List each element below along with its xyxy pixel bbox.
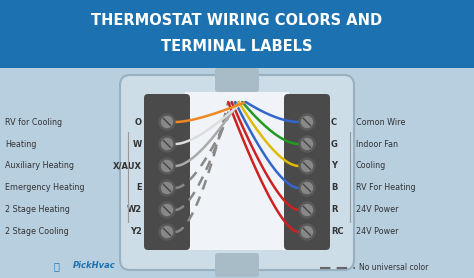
Text: Comon Wire: Comon Wire	[356, 118, 405, 126]
Text: Y: Y	[331, 162, 337, 170]
Circle shape	[301, 116, 312, 128]
Text: Y2: Y2	[130, 227, 142, 237]
Circle shape	[159, 180, 175, 196]
Text: Indoor Fan: Indoor Fan	[356, 140, 398, 148]
Text: THERMOSTAT WIRING COLORS AND: THERMOSTAT WIRING COLORS AND	[91, 13, 383, 28]
FancyBboxPatch shape	[144, 94, 190, 250]
Text: TERMINAL LABELS: TERMINAL LABELS	[161, 38, 313, 53]
Circle shape	[299, 158, 315, 174]
Circle shape	[162, 205, 173, 215]
FancyBboxPatch shape	[120, 75, 354, 270]
FancyBboxPatch shape	[215, 68, 259, 92]
Circle shape	[162, 116, 173, 128]
Text: RC: RC	[331, 227, 344, 237]
Text: 2 Stage Cooling: 2 Stage Cooling	[5, 227, 69, 237]
Circle shape	[299, 114, 315, 130]
Circle shape	[159, 136, 175, 152]
Text: W2: W2	[127, 205, 142, 215]
Text: O: O	[135, 118, 142, 126]
Circle shape	[301, 227, 312, 237]
Text: RV For Heating: RV For Heating	[356, 183, 416, 192]
Text: B: B	[331, 183, 337, 192]
Text: E: E	[137, 183, 142, 192]
Circle shape	[162, 182, 173, 193]
Circle shape	[301, 205, 312, 215]
Circle shape	[162, 160, 173, 172]
Circle shape	[159, 114, 175, 130]
Circle shape	[301, 182, 312, 193]
Circle shape	[159, 158, 175, 174]
Text: G: G	[331, 140, 338, 148]
Text: 24V Power: 24V Power	[356, 227, 399, 237]
Text: Auxiliary Heating: Auxiliary Heating	[5, 162, 74, 170]
Text: PickHvac: PickHvac	[73, 262, 116, 270]
Text: 2 Stage Heating: 2 Stage Heating	[5, 205, 70, 215]
Circle shape	[299, 202, 315, 218]
Text: 24V Power: 24V Power	[356, 205, 399, 215]
Circle shape	[301, 160, 312, 172]
Text: Cooling: Cooling	[356, 162, 386, 170]
Circle shape	[162, 227, 173, 237]
Text: RV for Cooling: RV for Cooling	[5, 118, 62, 126]
Circle shape	[159, 224, 175, 240]
Text: No universal color: No universal color	[359, 264, 428, 272]
Text: X/AUX: X/AUX	[113, 162, 142, 170]
Text: C: C	[331, 118, 337, 126]
FancyBboxPatch shape	[215, 253, 259, 277]
Text: Heating: Heating	[5, 140, 36, 148]
Circle shape	[159, 202, 175, 218]
FancyBboxPatch shape	[185, 92, 289, 250]
Text: 💧: 💧	[53, 261, 59, 271]
Text: Emergency Heating: Emergency Heating	[5, 183, 84, 192]
Circle shape	[299, 136, 315, 152]
Circle shape	[299, 180, 315, 196]
Text: R: R	[331, 205, 337, 215]
FancyBboxPatch shape	[0, 0, 474, 68]
Text: W: W	[133, 140, 142, 148]
Circle shape	[299, 224, 315, 240]
Circle shape	[301, 138, 312, 150]
FancyBboxPatch shape	[284, 94, 330, 250]
Circle shape	[162, 138, 173, 150]
